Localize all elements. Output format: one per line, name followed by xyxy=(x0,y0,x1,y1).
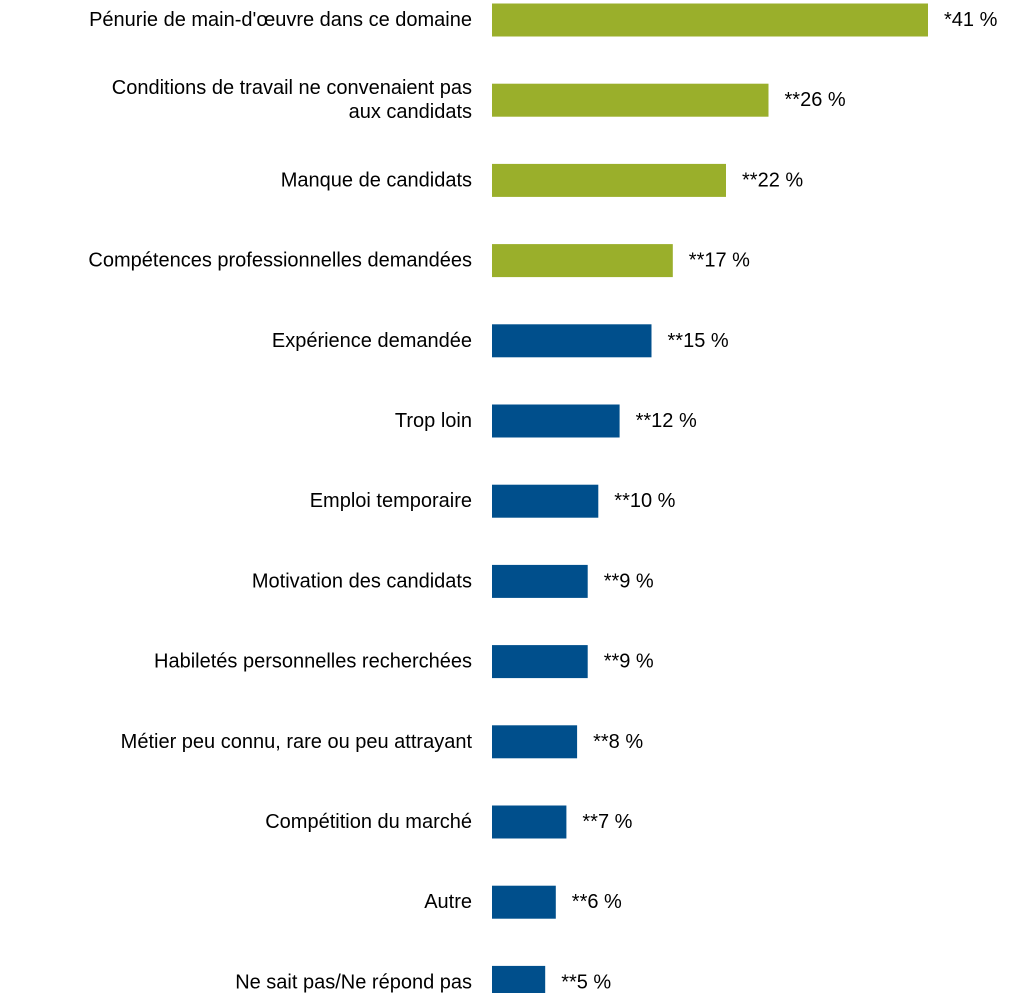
category-label-9: Métier peu connu, rare ou peu attrayant xyxy=(121,731,473,753)
bar-5 xyxy=(492,404,620,438)
bar-4 xyxy=(492,324,652,358)
category-label-line: Expérience demandée xyxy=(272,330,472,352)
category-label-12: Ne sait pas/Ne répond pas xyxy=(235,971,472,993)
category-label-line: Emploi temporaire xyxy=(310,490,472,512)
category-label-8: Habiletés personnelles recherchées xyxy=(154,651,472,673)
bar-2 xyxy=(492,163,726,197)
category-label-line: Compétences professionnelles demandées xyxy=(88,250,472,272)
data-label-10: **7 % xyxy=(582,811,632,833)
category-label-line: Conditions de travail ne convenaient pas xyxy=(112,77,472,99)
bar-1 xyxy=(492,83,769,117)
bar-9 xyxy=(492,725,578,759)
data-label-7: **9 % xyxy=(604,570,654,592)
category-label-10: Compétition du marché xyxy=(265,811,472,833)
data-label-4: **15 % xyxy=(668,330,729,352)
data-label-11: **6 % xyxy=(572,891,622,913)
category-label-line: Autre xyxy=(424,891,472,913)
data-label-9: **8 % xyxy=(593,731,643,753)
category-label-line: aux candidats xyxy=(349,101,472,123)
category-label-line: Pénurie de main-d'œuvre dans ce domaine xyxy=(89,9,472,31)
category-label-5: Trop loin xyxy=(395,410,472,432)
category-label-line: Ne sait pas/Ne répond pas xyxy=(235,971,472,993)
bar-6 xyxy=(492,484,599,518)
category-label-line: Manque de candidats xyxy=(281,169,472,191)
category-label-line: Compétition du marché xyxy=(265,811,472,833)
category-label-1: Conditions de travail ne convenaient pas… xyxy=(112,77,472,123)
category-label-6: Emploi temporaire xyxy=(310,490,472,512)
category-label-11: Autre xyxy=(424,891,472,913)
data-label-6: **10 % xyxy=(614,490,675,512)
category-label-0: Pénurie de main-d'œuvre dans ce domaine xyxy=(89,9,472,31)
category-label-4: Expérience demandée xyxy=(272,330,472,352)
category-label-7: Motivation des candidats xyxy=(252,570,472,592)
category-label-2: Manque de candidats xyxy=(281,169,472,191)
category-label-line: Habiletés personnelles recherchées xyxy=(154,651,472,673)
bars xyxy=(492,3,928,998)
category-label-line: Trop loin xyxy=(395,410,472,432)
bar-10 xyxy=(492,805,567,839)
data-labels: *41 % **26 % **22 % **17 % **15 % **12 % **10 … xyxy=(561,9,997,993)
data-label-2: **22 % xyxy=(742,169,803,191)
bar-7 xyxy=(492,564,588,598)
bar-12 xyxy=(492,965,546,998)
data-label-0: *41 % xyxy=(944,9,998,31)
data-label-12: **5 % xyxy=(561,971,611,993)
category-label-3: Compétences professionnelles demandées xyxy=(88,250,472,272)
bar-0 xyxy=(492,3,928,37)
category-labels: Pénurie de main-d'œuvre dans ce domaine C… xyxy=(88,9,472,993)
category-label-line: Métier peu connu, rare ou peu attrayant xyxy=(121,731,473,753)
bar-8 xyxy=(492,645,588,679)
data-label-5: **12 % xyxy=(636,410,697,432)
data-label-1: **26 % xyxy=(785,89,846,111)
data-label-3: **17 % xyxy=(689,250,750,272)
bar-11 xyxy=(492,885,556,919)
category-label-line: Motivation des candidats xyxy=(252,570,472,592)
bar-3 xyxy=(492,244,673,278)
data-label-8: **9 % xyxy=(604,651,654,673)
